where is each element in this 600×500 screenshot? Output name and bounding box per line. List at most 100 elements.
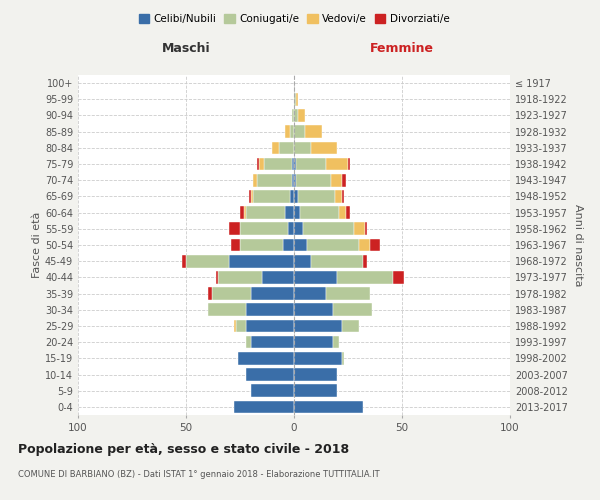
- Bar: [294, 158, 296, 170]
- Bar: [257, 158, 259, 170]
- Bar: [298, 190, 335, 202]
- Bar: [296, 93, 298, 106]
- Bar: [229, 255, 294, 268]
- Bar: [286, 206, 294, 219]
- Bar: [272, 142, 279, 154]
- Bar: [363, 255, 367, 268]
- Bar: [348, 158, 350, 170]
- Bar: [335, 190, 341, 202]
- Bar: [294, 174, 296, 186]
- Bar: [370, 238, 380, 252]
- Bar: [262, 271, 294, 283]
- Bar: [264, 158, 292, 170]
- Text: Femmine: Femmine: [370, 42, 434, 55]
- Bar: [302, 222, 355, 235]
- Bar: [294, 336, 333, 348]
- Bar: [333, 336, 340, 348]
- Bar: [240, 206, 244, 219]
- Bar: [247, 336, 251, 348]
- Bar: [294, 190, 298, 202]
- Bar: [294, 222, 302, 235]
- Bar: [341, 174, 346, 186]
- Bar: [283, 238, 294, 252]
- Bar: [346, 206, 350, 219]
- Bar: [301, 206, 340, 219]
- Bar: [238, 352, 294, 364]
- Bar: [294, 400, 363, 413]
- Bar: [247, 368, 294, 381]
- Legend: Celibi/Nubili, Coniugati/e, Vedovi/e, Divorziati/e: Celibi/Nubili, Coniugati/e, Vedovi/e, Di…: [134, 10, 454, 29]
- Bar: [259, 158, 264, 170]
- Bar: [247, 206, 286, 219]
- Bar: [218, 271, 262, 283]
- Bar: [296, 174, 331, 186]
- Bar: [331, 174, 341, 186]
- Bar: [212, 288, 251, 300]
- Bar: [294, 142, 311, 154]
- Bar: [294, 126, 305, 138]
- Bar: [294, 206, 301, 219]
- Bar: [341, 320, 359, 332]
- Text: COMUNE DI BARBIANO (BZ) - Dati ISTAT 1° gennaio 2018 - Elaborazione TUTTITALIA.I: COMUNE DI BARBIANO (BZ) - Dati ISTAT 1° …: [18, 470, 380, 479]
- Bar: [294, 109, 298, 122]
- Bar: [248, 190, 251, 202]
- Bar: [253, 174, 257, 186]
- Bar: [251, 336, 294, 348]
- Bar: [182, 255, 186, 268]
- Bar: [244, 206, 247, 219]
- Bar: [233, 400, 294, 413]
- Bar: [240, 222, 287, 235]
- Bar: [229, 222, 240, 235]
- Bar: [251, 190, 253, 202]
- Bar: [186, 255, 229, 268]
- Bar: [340, 206, 346, 219]
- Bar: [253, 190, 290, 202]
- Bar: [294, 352, 341, 364]
- Bar: [232, 238, 240, 252]
- Bar: [292, 109, 294, 122]
- Bar: [355, 222, 365, 235]
- Bar: [359, 238, 370, 252]
- Bar: [294, 320, 341, 332]
- Bar: [333, 304, 372, 316]
- Bar: [326, 158, 348, 170]
- Bar: [305, 126, 322, 138]
- Bar: [294, 384, 337, 397]
- Bar: [294, 368, 337, 381]
- Bar: [326, 288, 370, 300]
- Text: Maschi: Maschi: [161, 42, 211, 55]
- Bar: [247, 320, 294, 332]
- Bar: [298, 109, 305, 122]
- Bar: [247, 304, 294, 316]
- Bar: [294, 304, 333, 316]
- Bar: [337, 271, 394, 283]
- Bar: [292, 174, 294, 186]
- Bar: [290, 190, 294, 202]
- Bar: [236, 320, 247, 332]
- Bar: [365, 222, 367, 235]
- Bar: [292, 158, 294, 170]
- Bar: [311, 142, 337, 154]
- Bar: [208, 304, 247, 316]
- Bar: [286, 126, 290, 138]
- Bar: [341, 190, 344, 202]
- Bar: [294, 288, 326, 300]
- Bar: [233, 320, 236, 332]
- Bar: [296, 158, 326, 170]
- Bar: [341, 352, 344, 364]
- Bar: [294, 93, 296, 106]
- Text: Popolazione per età, sesso e stato civile - 2018: Popolazione per età, sesso e stato civil…: [18, 442, 349, 456]
- Y-axis label: Anni di nascita: Anni di nascita: [573, 204, 583, 286]
- Bar: [257, 174, 292, 186]
- Bar: [394, 271, 404, 283]
- Bar: [216, 271, 218, 283]
- Bar: [251, 288, 294, 300]
- Bar: [208, 288, 212, 300]
- Bar: [307, 238, 359, 252]
- Bar: [240, 238, 283, 252]
- Bar: [311, 255, 363, 268]
- Bar: [294, 238, 307, 252]
- Bar: [294, 255, 311, 268]
- Y-axis label: Fasce di età: Fasce di età: [32, 212, 42, 278]
- Bar: [251, 384, 294, 397]
